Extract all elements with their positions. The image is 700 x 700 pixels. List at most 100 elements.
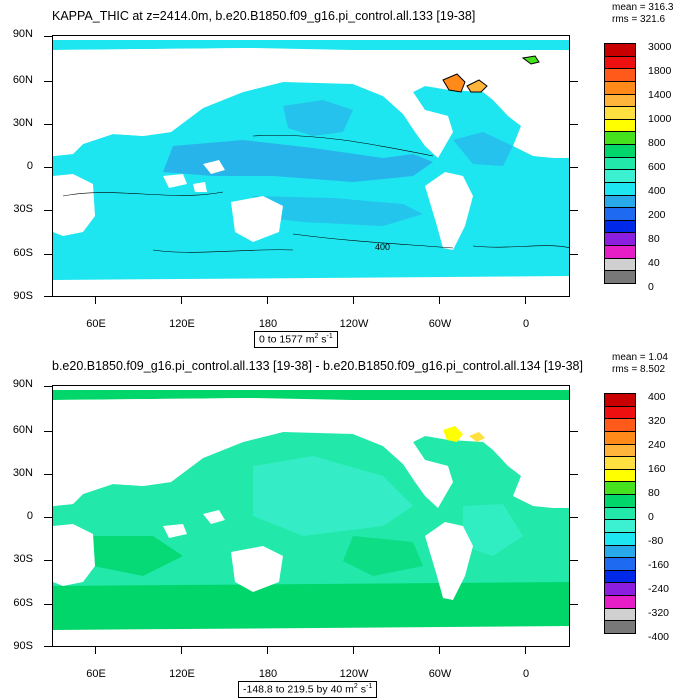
- top-map-panel: KAPPA_THIC at z=2414.0m, b.e20.B1850.f09…: [12, 2, 673, 348]
- colorbar-swatch: [604, 194, 636, 209]
- colorbar-swatch: [604, 481, 636, 496]
- colorbar-swatch: [604, 557, 636, 571]
- colorbar-swatch: [604, 393, 636, 407]
- colorbar-swatch: [604, 80, 636, 95]
- colorbar-swatch: [604, 430, 636, 445]
- panel-title: b.e20.B1850.f09_g16.pi_control.all.133 […: [52, 359, 583, 373]
- colorbar-swatch: [604, 607, 636, 622]
- lon-label: 120E: [169, 668, 195, 680]
- y-tick: [44, 81, 52, 82]
- colorbar-label: 3000: [648, 41, 672, 53]
- lon-label: 60E: [86, 318, 106, 330]
- lat-label: 30N: [12, 117, 33, 129]
- colorbar-swatch: [604, 620, 636, 634]
- range-text: -148.8 to 219.5 by 40: [243, 683, 343, 696]
- x-tick: [525, 647, 526, 654]
- map-canvas: 400: [53, 40, 569, 296]
- lat-label: 30N: [12, 467, 33, 479]
- colorbar-swatch: [604, 245, 636, 259]
- lat-label: 90N: [12, 28, 33, 40]
- range-units-sexp: -1: [366, 683, 373, 690]
- x-tick: [95, 297, 96, 304]
- colorbar-label: 400: [648, 185, 666, 197]
- x-tick: [525, 297, 526, 304]
- range-units: m: [345, 683, 354, 696]
- colorbar-swatch: [604, 506, 636, 521]
- y-tick: [570, 210, 578, 211]
- colorbar-label: 240: [648, 439, 666, 451]
- colorbar-swatch: [604, 144, 636, 158]
- colorbar-swatch: [604, 181, 636, 196]
- range-units: m: [305, 333, 315, 346]
- mean-value: mean = 316.3: [612, 2, 674, 13]
- north-atlantic-hotspot: [442, 55, 540, 93]
- rms-value: rms = 8.502: [612, 364, 666, 375]
- colorbar-swatch: [604, 418, 636, 432]
- lon-label: 60W: [428, 668, 452, 680]
- mean-value: mean = 1.04: [612, 352, 668, 363]
- y-tick: [570, 431, 578, 432]
- colorbar-swatch: [604, 68, 636, 82]
- colorbar-label: -320: [648, 607, 670, 619]
- map-canvas: [53, 390, 569, 646]
- y-tick: [570, 167, 578, 168]
- lon-label: 0: [522, 318, 530, 330]
- y-tick: [44, 296, 52, 297]
- colorbar-label: 1000: [648, 113, 672, 125]
- lat-label: 0: [26, 510, 33, 522]
- colorbar-swatch: [604, 55, 636, 70]
- x-tick: [181, 647, 182, 654]
- colorbar-swatch: [604, 494, 636, 508]
- y-tick: [44, 431, 52, 432]
- map-plot: [52, 385, 570, 647]
- colorbar-label: -80: [648, 535, 664, 547]
- colorbar-swatch: [604, 257, 636, 272]
- colorbar-swatch: [604, 405, 636, 420]
- colorbar-label: -400: [648, 631, 670, 643]
- colorbar-label: 0: [648, 281, 654, 293]
- range-units-exp: 2: [353, 683, 358, 690]
- lat-label: 60N: [12, 74, 33, 86]
- lon-label: 0: [522, 668, 530, 680]
- lat-label: 30S: [13, 553, 33, 565]
- north-atlantic-hotspot: [443, 426, 485, 442]
- lon-label: 180: [258, 318, 278, 330]
- stats-block: mean = 1.04 rms = 8.502: [612, 352, 668, 376]
- y-tick: [44, 386, 52, 387]
- colorbar-swatch: [604, 106, 636, 120]
- colorbar-label: 800: [648, 137, 666, 149]
- bottom-map-panel: b.e20.B1850.f09_g16.pi_control.all.133 […: [0, 350, 700, 700]
- y-tick: [570, 81, 578, 82]
- y-tick: [44, 210, 52, 211]
- ocean-field: [53, 40, 569, 280]
- range-units-s: s: [318, 333, 327, 346]
- colorbar-swatch: [604, 219, 636, 234]
- range-box: -148.8 to 219.5 by 40 m2 s-1: [238, 681, 378, 698]
- colorbar-label: 400: [648, 391, 666, 403]
- y-tick: [44, 604, 52, 605]
- colorbar-label: 80: [648, 487, 660, 499]
- colorbar-label: 1800: [648, 65, 672, 77]
- lat-label: 60S: [13, 247, 33, 259]
- land-masses: [53, 398, 569, 646]
- y-tick: [44, 254, 52, 255]
- colorbar-label: 1400: [648, 89, 672, 101]
- range-units-sexp: -1: [326, 333, 333, 340]
- lon-label: 60E: [86, 668, 106, 680]
- colorbar-swatch: [604, 468, 636, 483]
- y-tick: [570, 124, 578, 125]
- y-tick: [44, 124, 52, 125]
- lat-label: 60N: [12, 424, 33, 436]
- y-tick: [44, 560, 52, 561]
- colorbar-swatch: [604, 118, 636, 133]
- colorbar-label: 600: [648, 161, 666, 173]
- colorbar-swatch: [604, 131, 636, 146]
- x-tick: [353, 297, 354, 304]
- y-tick: [44, 517, 52, 518]
- x-tick: [353, 647, 354, 654]
- colorbar-swatch: [604, 207, 636, 221]
- colorbar-label: 80: [648, 233, 660, 245]
- stats-block: mean = 316.3 rms = 321.6: [612, 2, 673, 26]
- colorbar-swatch: [604, 519, 636, 533]
- y-tick: [44, 36, 52, 37]
